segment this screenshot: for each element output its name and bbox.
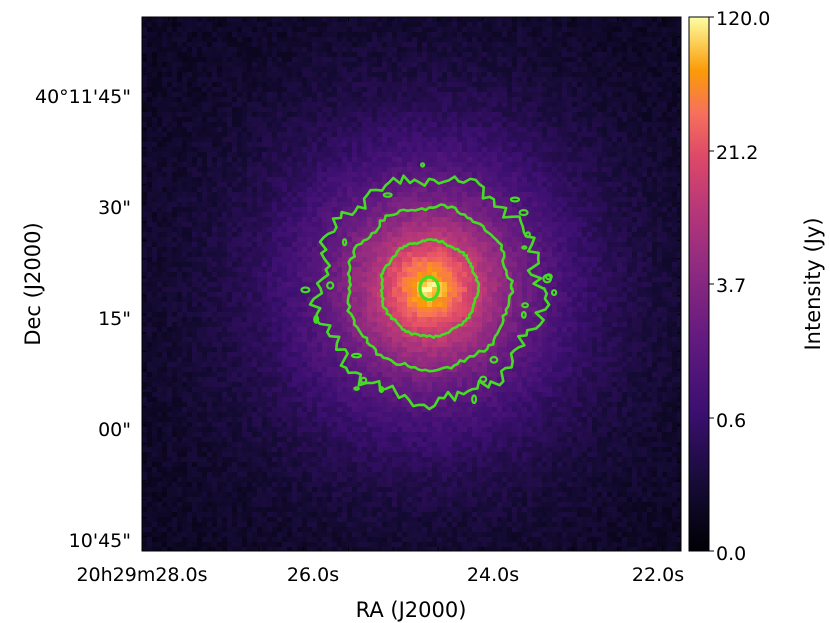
y-tick-label: 15" xyxy=(98,308,131,330)
y-tick-label: 10'45" xyxy=(69,530,131,552)
x-tick-label: 24.0s xyxy=(467,564,519,586)
contour-inner xyxy=(379,238,481,339)
contour-island xyxy=(479,375,488,383)
y-tick-label: 00" xyxy=(98,419,131,441)
contour-island xyxy=(525,231,531,239)
intensity-image xyxy=(142,17,681,551)
contour-outer xyxy=(308,174,551,411)
x-tick-label: 26.0s xyxy=(287,564,339,586)
contour-island xyxy=(545,273,553,281)
contour-island xyxy=(521,245,528,250)
plot-frame xyxy=(141,16,682,552)
contour-island xyxy=(489,355,499,364)
contour-island xyxy=(471,394,478,405)
contour-island xyxy=(420,162,426,168)
x-tick-label: 20h29m28.0s xyxy=(76,564,207,586)
y-axis-ticks xyxy=(142,36,681,537)
contour-island xyxy=(378,386,385,394)
contour-core xyxy=(418,275,441,302)
contour-island xyxy=(518,209,529,217)
x-axis-ticks xyxy=(168,17,664,551)
contour-island xyxy=(300,286,311,294)
contour-island xyxy=(382,192,393,198)
contour-island xyxy=(520,310,527,319)
contour-island xyxy=(509,196,521,203)
colorbar-title: Intensity (Jy) xyxy=(801,217,825,350)
contour-island xyxy=(359,376,368,384)
x-tick-labels: 20h29m28.0s 26.0s 24.0s 22.0s xyxy=(76,564,684,586)
colorbar-ticks xyxy=(709,16,714,552)
colorbar: 120.0 21.2 3.7 0.6 0.0 xyxy=(688,8,770,565)
colorbar-tick-label: 120.0 xyxy=(716,8,770,30)
contour-island xyxy=(351,352,363,359)
y-tick-labels: 40°11'45" 30" 15" 00" 10'45" xyxy=(35,86,131,552)
image-panel xyxy=(142,17,681,551)
contour-island xyxy=(313,314,320,324)
y-tick-label: 30" xyxy=(98,197,131,219)
x-tick-label: 22.0s xyxy=(632,564,684,586)
contour-middle xyxy=(346,203,515,373)
contour-island xyxy=(341,238,348,247)
colorbar-tick-label: 3.7 xyxy=(716,275,746,297)
contour-island xyxy=(353,386,360,391)
x-axis-title: RA (J2000) xyxy=(356,598,467,622)
y-axis-title: Dec (J2000) xyxy=(21,222,45,345)
contour-island xyxy=(326,281,335,290)
y-tick-label: 40°11'45" xyxy=(35,86,131,108)
contour-layer xyxy=(300,162,558,411)
colorbar-tick-label: 0.6 xyxy=(716,410,746,432)
colorbar-tick-label: 0.0 xyxy=(716,543,746,565)
colorbar-tick-label: 21.2 xyxy=(716,142,758,164)
colorbar-gradient xyxy=(688,16,710,552)
contour-island xyxy=(521,302,529,309)
contour-island xyxy=(550,289,558,297)
